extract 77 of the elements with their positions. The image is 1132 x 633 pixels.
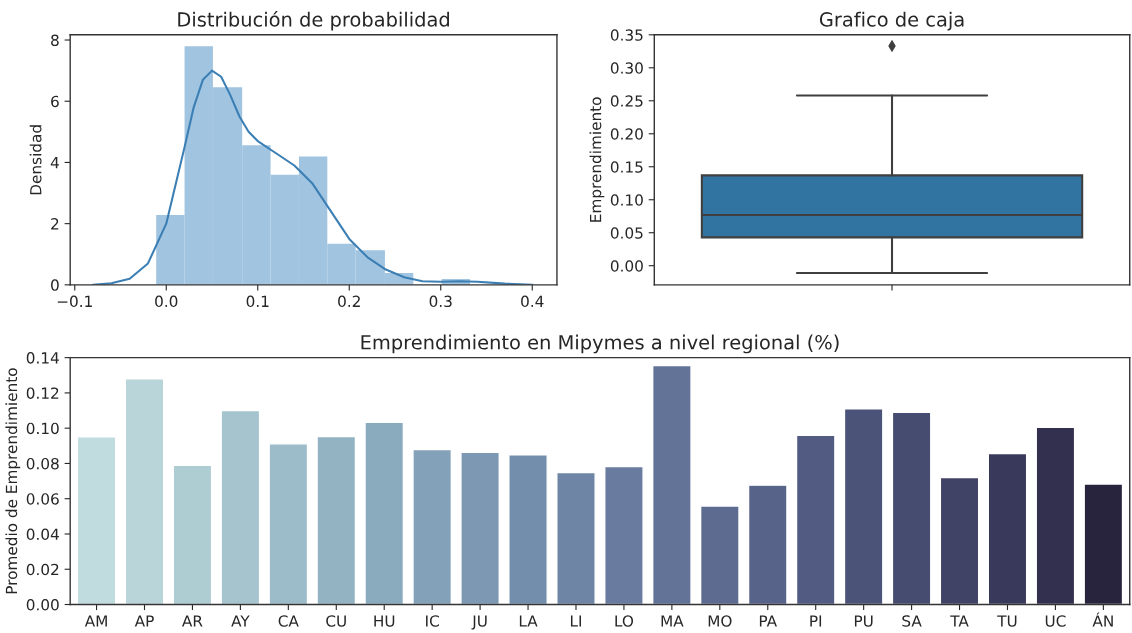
x-tick-label: ÁN: [1092, 612, 1113, 627]
y-tick-label: 0.30: [610, 62, 643, 74]
bar: [412, 448, 453, 605]
x-tick-label: SA: [902, 615, 922, 627]
bar: [508, 454, 548, 605]
y-tick-label: 0: [51, 279, 59, 291]
bar: [843, 408, 884, 605]
x-tick-label: 0.4: [521, 295, 544, 308]
chart-title: Emprendimiento en Mipymes a nivel regional (%): [361, 334, 839, 354]
y-axis-title: Densidad: [29, 125, 42, 195]
x-tick-label: LO: [615, 615, 634, 627]
bar: [987, 452, 1028, 605]
y-tick-label: 0.25: [610, 95, 643, 107]
y-tick-label: 0.10: [26, 422, 59, 435]
bar: [124, 378, 165, 605]
y-tick-label: 8: [51, 34, 59, 47]
bar: [268, 443, 309, 605]
bar: [172, 464, 213, 605]
y-tick-label: 0.14: [26, 352, 59, 364]
x-tick-label: CA: [278, 615, 299, 627]
x-tick-label: TA: [950, 615, 969, 627]
x-tick-label: −0.1: [57, 295, 92, 308]
bar: [1083, 483, 1124, 605]
x-tick-label: TU: [997, 615, 1017, 627]
bar: [364, 421, 405, 605]
x-tick-label: HU: [374, 615, 395, 627]
bar: [939, 476, 980, 605]
y-tick-label: 0.02: [26, 563, 59, 576]
x-tick-label: PA: [759, 615, 777, 627]
y-tick-label: 0.00: [26, 598, 59, 611]
y-tick-label: 0.04: [26, 528, 59, 540]
y-tick-label: 0.10: [610, 194, 643, 206]
bar: [556, 471, 596, 605]
x-tick-label: MO: [708, 615, 732, 627]
y-tick-label: 6: [51, 95, 59, 108]
y-tick-label: 0.12: [26, 387, 59, 399]
y-tick-label: 2: [51, 218, 59, 230]
x-tick-label: PI: [810, 615, 822, 627]
y-axis-title: Emprendimiento: [589, 97, 605, 222]
y-tick-label: 4: [50, 157, 59, 169]
y-tick-label: 0.08: [26, 457, 59, 470]
bar: [604, 465, 644, 605]
bar: [76, 436, 117, 605]
x-tick-label: UC: [1045, 615, 1066, 627]
x-tick-label: AR: [182, 615, 203, 627]
x-tick-label: LI: [570, 615, 581, 627]
bar: [316, 435, 357, 605]
x-tick-label: MA: [661, 615, 684, 627]
x-tick-label: AP: [134, 615, 154, 627]
y-tick-label: 0.06: [26, 493, 59, 505]
bar: [795, 434, 836, 605]
bar: [1035, 426, 1076, 605]
x-tick-label: PU: [854, 615, 873, 627]
x-tick-label: 0.2: [338, 295, 360, 308]
bar: [460, 451, 500, 605]
y-tick-label: 0.15: [610, 161, 643, 173]
y-axis-title: Promedio de Emprendimiento: [5, 368, 21, 594]
x-tick-label: IC: [426, 615, 439, 627]
y-tick-label: 0.20: [610, 128, 643, 140]
x-tick-label: JU: [471, 615, 487, 630]
y-tick-label: 0.35: [610, 29, 643, 41]
x-tick-label: 0.0: [155, 295, 178, 308]
y-tick-label: 0.05: [610, 227, 643, 239]
y-tick-label: 0.00: [610, 260, 643, 272]
bar: [891, 411, 932, 605]
bar: [699, 505, 740, 605]
bar: [220, 409, 261, 605]
chart-title: Distribución de probabilidad: [178, 10, 449, 31]
x-tick-label: AY: [231, 615, 250, 627]
bar: [747, 484, 788, 605]
x-tick-label: 0.3: [429, 295, 452, 308]
x-tick-label: 0.1: [246, 295, 269, 308]
bar: [652, 364, 692, 605]
x-tick-label: CU: [326, 615, 346, 627]
x-tick-label: AM: [84, 615, 107, 627]
x-tick-label: LA: [519, 615, 538, 627]
chart-title: Grafico de caja: [819, 11, 964, 31]
